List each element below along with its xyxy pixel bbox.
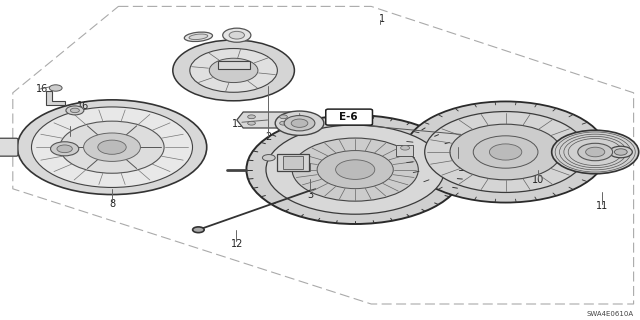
Circle shape xyxy=(280,121,287,125)
Circle shape xyxy=(401,146,410,150)
Circle shape xyxy=(578,143,612,161)
Text: 13: 13 xyxy=(232,118,244,129)
Text: SWA4E0610A: SWA4E0610A xyxy=(586,311,634,317)
FancyBboxPatch shape xyxy=(326,109,372,125)
Circle shape xyxy=(586,147,605,157)
Text: 16: 16 xyxy=(77,101,90,111)
Text: 16: 16 xyxy=(35,84,48,94)
FancyBboxPatch shape xyxy=(283,156,303,169)
Text: 12: 12 xyxy=(230,239,243,249)
Circle shape xyxy=(248,115,255,119)
Circle shape xyxy=(404,101,607,203)
Circle shape xyxy=(190,49,277,92)
Circle shape xyxy=(223,28,251,42)
Text: 6: 6 xyxy=(299,124,305,134)
Circle shape xyxy=(84,133,140,161)
Circle shape xyxy=(31,107,193,188)
Circle shape xyxy=(51,142,79,156)
Ellipse shape xyxy=(184,32,212,42)
Circle shape xyxy=(209,58,258,83)
Circle shape xyxy=(266,125,444,214)
Text: E-6: E-6 xyxy=(339,112,358,122)
Circle shape xyxy=(335,160,375,180)
Text: 7: 7 xyxy=(67,134,74,144)
Circle shape xyxy=(317,151,393,189)
Text: 3: 3 xyxy=(307,189,314,200)
Circle shape xyxy=(17,100,207,195)
Circle shape xyxy=(49,85,62,91)
Circle shape xyxy=(248,121,255,125)
Circle shape xyxy=(614,149,627,155)
Text: 15: 15 xyxy=(304,168,317,179)
FancyBboxPatch shape xyxy=(218,61,250,69)
FancyBboxPatch shape xyxy=(396,145,413,156)
FancyBboxPatch shape xyxy=(277,154,309,171)
Polygon shape xyxy=(46,91,65,105)
Text: 2: 2 xyxy=(266,132,272,142)
Circle shape xyxy=(280,115,287,119)
Circle shape xyxy=(246,115,464,224)
Circle shape xyxy=(291,119,308,127)
FancyBboxPatch shape xyxy=(602,145,621,159)
Text: 10: 10 xyxy=(531,175,544,186)
Circle shape xyxy=(60,121,164,173)
Circle shape xyxy=(173,40,294,101)
Circle shape xyxy=(229,31,244,39)
Circle shape xyxy=(284,116,315,131)
Circle shape xyxy=(57,145,72,153)
Polygon shape xyxy=(237,112,298,128)
Circle shape xyxy=(490,144,522,160)
Circle shape xyxy=(609,146,632,158)
Circle shape xyxy=(473,136,538,168)
Circle shape xyxy=(275,111,324,135)
Text: 14: 14 xyxy=(403,152,416,163)
Text: 11: 11 xyxy=(595,201,608,212)
Circle shape xyxy=(552,130,639,174)
Text: 1: 1 xyxy=(379,14,385,24)
Ellipse shape xyxy=(189,34,208,40)
Circle shape xyxy=(262,155,275,161)
Circle shape xyxy=(70,108,79,113)
Circle shape xyxy=(425,112,586,192)
Circle shape xyxy=(193,227,204,233)
Text: 8: 8 xyxy=(109,199,115,209)
Circle shape xyxy=(98,140,126,154)
Circle shape xyxy=(66,106,84,115)
Circle shape xyxy=(292,138,419,201)
Text: 4: 4 xyxy=(454,155,461,165)
Circle shape xyxy=(450,124,561,180)
FancyBboxPatch shape xyxy=(0,138,18,156)
